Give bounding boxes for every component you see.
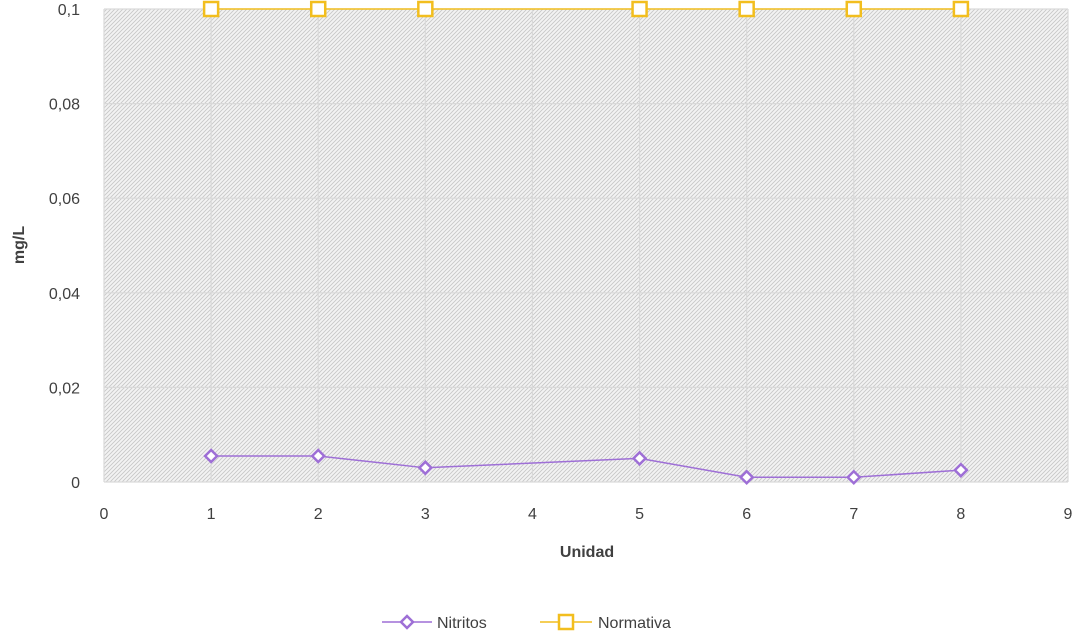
series-layer xyxy=(202,0,970,486)
x-tick-label: 8 xyxy=(956,506,965,523)
data-point-nitritos[interactable] xyxy=(417,460,434,476)
data-point-nitritos[interactable] xyxy=(310,448,326,464)
legend-label-normativa: Normativa xyxy=(598,615,671,632)
y-tick-labels: 0 0,02 0,04 0,06 0,08 0,1 xyxy=(49,2,80,492)
data-point-nitritos[interactable] xyxy=(203,448,219,464)
y-tick-label: 0,08 xyxy=(49,97,80,114)
legend-marker-nitritos-icon xyxy=(399,614,415,630)
data-point-normativa[interactable] xyxy=(738,0,755,18)
x-tick-label: 1 xyxy=(207,506,216,523)
x-axis-title: Unidad xyxy=(560,544,614,561)
grid-lines xyxy=(103,8,1069,483)
legend-marker-normativa-icon xyxy=(557,613,575,631)
data-point-nitritos[interactable] xyxy=(738,469,755,486)
legend-item-nitritos[interactable]: Nitritos xyxy=(382,614,487,632)
data-point-nitritos[interactable] xyxy=(846,469,862,486)
x-tick-label: 9 xyxy=(1064,506,1073,523)
legend: Nitritos Normativa xyxy=(382,613,671,632)
data-point-nitritos[interactable] xyxy=(631,450,648,467)
y-tick-label: 0,02 xyxy=(49,380,80,397)
x-tick-label: 5 xyxy=(635,506,644,523)
x-tick-label: 7 xyxy=(849,506,858,523)
x-tick-label: 0 xyxy=(100,506,109,523)
x-tick-label: 6 xyxy=(742,506,751,523)
y-tick-label: 0 xyxy=(71,475,80,492)
series-nitritos xyxy=(203,448,969,486)
data-point-normativa[interactable] xyxy=(309,0,327,18)
x-tick-label: 3 xyxy=(421,506,430,523)
x-tick-label: 2 xyxy=(314,506,323,523)
legend-item-normativa[interactable]: Normativa xyxy=(540,613,671,632)
data-point-nitritos[interactable] xyxy=(953,462,969,478)
x-tick-label: 4 xyxy=(528,506,537,523)
data-point-normativa[interactable] xyxy=(202,0,220,18)
series-normativa xyxy=(202,0,970,18)
x-tick-labels: 0 1 2 3 4 5 6 7 8 9 xyxy=(100,506,1073,523)
data-point-normativa[interactable] xyxy=(952,0,970,18)
y-tick-label: 0,1 xyxy=(58,2,80,19)
y-tick-label: 0,06 xyxy=(49,191,80,208)
data-point-normativa[interactable] xyxy=(845,0,863,18)
data-point-normativa[interactable] xyxy=(631,0,648,18)
y-axis-title: mg/L xyxy=(11,226,28,264)
data-point-normativa[interactable] xyxy=(417,0,434,18)
plot-area xyxy=(104,9,1068,482)
legend-label-nitritos: Nitritos xyxy=(437,615,487,632)
y-tick-label: 0,04 xyxy=(49,286,80,303)
